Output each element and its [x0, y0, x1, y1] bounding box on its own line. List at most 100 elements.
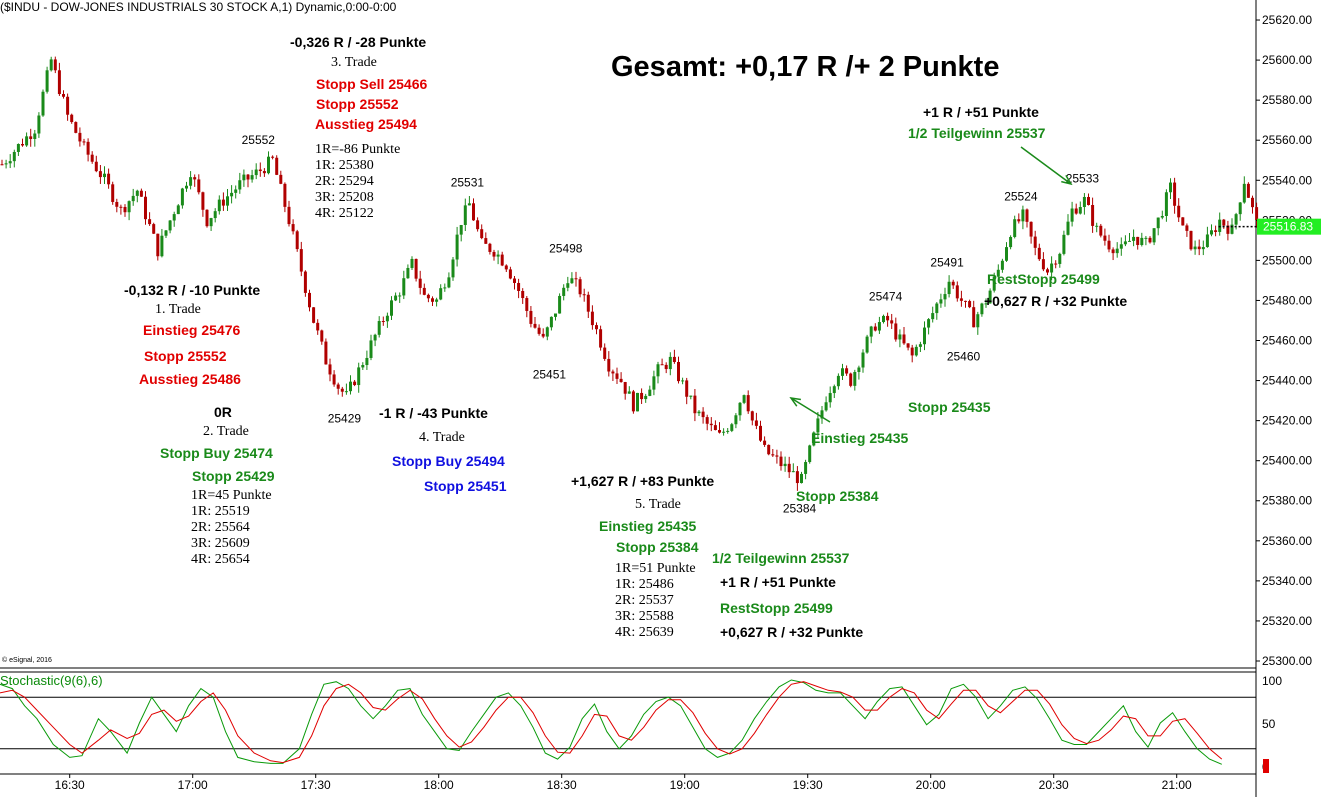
total-result: Gesamt: +0,17 R /+ 2 Punkte — [611, 51, 1000, 83]
candle-body — [308, 292, 311, 308]
stoch_k-line — [0, 679, 1222, 765]
candle-body — [201, 192, 205, 210]
candle-body — [726, 430, 730, 432]
price-axis: 25620.00 25600.00 25580.00 25560.00 25540.00… — [1256, 13, 1321, 668]
trade3-r2: 2R: 25294 — [315, 174, 374, 189]
trade5-r2: 2R: 25537 — [615, 593, 674, 608]
partial-arrow — [1020, 146, 1072, 185]
swing-label: 25429 — [328, 412, 362, 426]
copyright-text: © eSignal, 2016 — [2, 657, 52, 664]
candle-body — [226, 196, 229, 206]
candle-body — [525, 298, 529, 311]
candle-body — [607, 358, 611, 372]
candle-body — [857, 367, 861, 372]
candle-body — [230, 192, 234, 197]
trade2-r3: 3R: 25609 — [191, 536, 250, 551]
trade5-r4: 4R: 25639 — [615, 625, 674, 640]
candle-body — [1181, 217, 1185, 226]
mark-entry: Einstieg 25435 — [811, 430, 909, 446]
candle-body — [648, 389, 652, 396]
candle-body — [349, 381, 352, 392]
candle-body — [431, 298, 434, 302]
candle-body — [951, 281, 955, 286]
swing-labels: 25552 25429 25531 25498 25451 25384 25474 25491… — [242, 133, 1100, 516]
partial-arrow-head — [1061, 175, 1073, 186]
candle-body — [545, 327, 549, 337]
candle-body — [172, 214, 176, 221]
candle-body — [992, 276, 996, 291]
candle-body — [1132, 236, 1136, 241]
trade3-stop: Stopp 25552 — [316, 96, 399, 112]
candle-body — [771, 454, 775, 456]
candle-body — [353, 381, 357, 386]
trade4-result: -1 R / -43 Punkte — [379, 405, 488, 421]
candle-body — [267, 156, 270, 174]
candle-body — [144, 196, 147, 220]
candle-body — [976, 314, 980, 328]
chart-frame — [0, 0, 1257, 797]
candle-body — [894, 323, 898, 340]
price-tick-label: 25320.00 — [1262, 614, 1312, 628]
candle-body — [906, 343, 910, 348]
candle-body — [541, 333, 545, 337]
candle-body — [406, 267, 410, 279]
candle-body — [62, 94, 65, 97]
candle-body — [213, 211, 217, 219]
candle-body — [570, 278, 574, 284]
candle-body — [631, 391, 635, 412]
candle-body — [336, 384, 340, 389]
swing-label: 25498 — [549, 241, 583, 255]
candle-body — [98, 171, 102, 178]
swing-label: 25474 — [869, 289, 903, 303]
candle-body — [841, 368, 844, 376]
candle-body — [615, 373, 619, 379]
candle-body — [562, 287, 566, 296]
trade3-r1: 1R: 25380 — [315, 158, 374, 173]
candle-body — [295, 231, 299, 250]
candle-body — [189, 177, 193, 186]
entry-arrow — [790, 397, 831, 423]
candle-body — [1246, 183, 1250, 198]
candle-body — [709, 423, 713, 426]
candle-body — [939, 299, 943, 304]
candle-body — [886, 315, 890, 321]
candle-body — [578, 279, 582, 295]
stoch_d-line — [0, 681, 1223, 764]
candle-body — [86, 141, 90, 155]
candle-body — [845, 368, 849, 374]
candle-body — [193, 177, 197, 180]
candle-body — [115, 201, 119, 207]
candle-body — [271, 156, 275, 158]
candle-body — [291, 224, 295, 232]
trade5-rest-result: +0,627 R / +32 Punkte — [720, 624, 864, 640]
candle-body — [898, 334, 902, 340]
candle-body — [492, 251, 496, 257]
candle-body — [533, 323, 537, 328]
price-tick-label: 25580.00 — [1262, 93, 1312, 107]
chart-title: ($INDU - DOW-JONES INDUSTRIALS 30 STOCK … — [0, 0, 397, 14]
candle-body — [759, 425, 762, 441]
candle-body — [66, 96, 70, 115]
candle-body — [1119, 244, 1123, 249]
time-tick-label: 16:30 — [55, 778, 85, 792]
trade2-entry: Stopp Buy 25474 — [160, 445, 273, 461]
candle-body — [283, 183, 287, 207]
candle-body — [279, 174, 283, 184]
candle-body — [1197, 246, 1201, 250]
time-tick-label: 18:30 — [547, 778, 577, 792]
time-tick-label: 17:30 — [301, 778, 331, 792]
candle-body — [152, 224, 156, 234]
candle-body — [1058, 253, 1062, 264]
candle-body — [332, 374, 336, 385]
candle-body — [980, 303, 984, 315]
candle-body — [1095, 225, 1099, 227]
price-candles — [0, 56, 1259, 491]
candle-body — [443, 287, 447, 289]
candle-body — [927, 319, 931, 328]
candle-body — [865, 336, 869, 353]
candle-body — [70, 114, 74, 123]
candle-body — [795, 471, 799, 484]
stochastic-tick-label: 100 — [1262, 674, 1282, 688]
candle-body — [1009, 236, 1013, 248]
candle-body — [1189, 230, 1193, 250]
